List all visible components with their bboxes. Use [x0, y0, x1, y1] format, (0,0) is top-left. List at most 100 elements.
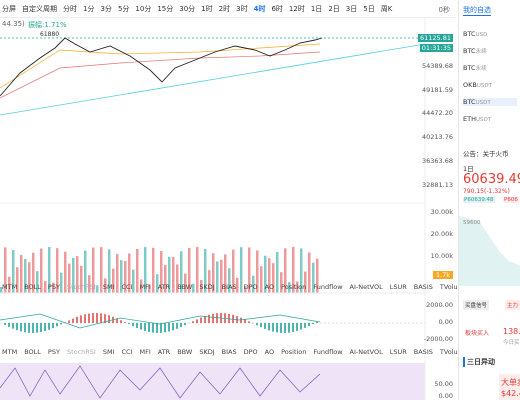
watchlist-row[interactable]: ETHUSDT [463, 115, 517, 123]
indicator-tab[interactable]: BASIS [413, 348, 433, 356]
bar [104, 314, 106, 323]
indicator-tab[interactable]: LSUR [389, 283, 407, 291]
bar [292, 247, 295, 293]
notice[interactable]: 公告：关于火币 [463, 150, 509, 158]
indicator-tab[interactable]: Fundflow [313, 283, 343, 291]
indicator-tab[interactable]: BIAS [221, 283, 237, 291]
indicator-tab[interactable]: AO [264, 283, 275, 291]
indicator-tab[interactable]: BBW [177, 348, 193, 356]
period-button[interactable]: 1分 [83, 4, 95, 13]
period-button[interactable]: 自定义周期 [22, 4, 57, 13]
indicator-tab[interactable]: BIAS [221, 348, 237, 356]
indicator-tab[interactable]: PSY [47, 348, 60, 356]
bar [228, 268, 231, 293]
indicator-tab[interactable]: MTM [2, 283, 18, 291]
indicator-tab[interactable]: Fundflow [313, 348, 343, 356]
period-button[interactable]: 1时 [201, 4, 213, 13]
indicator-tab[interactable]: StochRSI [66, 348, 96, 356]
bar [152, 323, 154, 333]
period-button[interactable]: 2日 [328, 4, 340, 13]
bar [20, 255, 23, 293]
indicator-tab[interactable]: TVolume [439, 283, 469, 291]
bar [112, 268, 115, 293]
bar [304, 271, 307, 293]
signal[interactable]: 买盘信号 [463, 300, 490, 310]
period-button[interactable]: 12时 [288, 4, 305, 13]
info: 44.35) [2, 20, 25, 28]
watchlist-row[interactable]: BTCUSDT [463, 98, 517, 106]
period-button[interactable]: 4时 [253, 4, 266, 13]
bar [260, 266, 263, 293]
indicator-tab[interactable]: MFI [139, 283, 151, 291]
bar [300, 248, 303, 293]
bar [284, 248, 287, 293]
volume-bars [0, 247, 319, 293]
indicator-tab[interactable]: Position [281, 348, 307, 356]
period-button[interactable]: 5分 [117, 4, 130, 13]
indicator-tab[interactable]: DPO [243, 348, 258, 356]
indicator-tab[interactable]: CCI [121, 283, 133, 291]
bar [80, 315, 82, 323]
bar [4, 247, 7, 293]
indicator-tab[interactable]: StochRSI [66, 283, 96, 291]
bar [316, 322, 318, 323]
indicator-tab[interactable]: AI-NetVOL [349, 283, 383, 291]
period-button[interactable]: 3分 [100, 4, 112, 13]
symbol: BTC [463, 47, 476, 55]
period-button[interactable]: 10分 [135, 4, 152, 13]
period-button[interactable]: 5日 [363, 4, 375, 13]
change: 790.15(-1.32%) [463, 188, 510, 195]
indicator-tab[interactable]: ATR [157, 348, 171, 356]
period-button[interactable]: 3日 [345, 4, 358, 13]
indicator-tab[interactable]: BBW [177, 283, 193, 291]
period[interactable]: 1日 [463, 165, 474, 173]
bar [120, 320, 122, 323]
indicator-tab[interactable]: SMI [102, 348, 115, 356]
bar [292, 323, 294, 332]
indicator-tab[interactable]: PSY [47, 283, 60, 291]
indicator-tab[interactable]: SMI [102, 283, 115, 291]
bar [164, 264, 167, 293]
bar [208, 314, 210, 323]
indicator-tab[interactable]: AO [264, 348, 275, 356]
indicator-tab[interactable]: AI-NetVOL [349, 348, 383, 356]
indicator-tab[interactable]: MTM [2, 348, 18, 356]
signal[interactable]: 主力 [505, 300, 520, 310]
indicator-tab[interactable]: LSUR [389, 348, 407, 356]
sidebar-tab[interactable]: 我的自选 [463, 6, 491, 16]
watchlist-row[interactable]: BTC永续 [463, 47, 517, 55]
period-button[interactable]: 1日 [310, 4, 323, 13]
bar [156, 274, 159, 293]
period-button[interactable]: 分屏 [2, 4, 16, 13]
period-button[interactable]: 15分 [157, 4, 174, 13]
bar [248, 247, 251, 293]
bar [300, 323, 302, 330]
macd-line [0, 313, 321, 329]
bar [56, 323, 58, 327]
indicator-tab[interactable]: CCI [121, 348, 133, 356]
rsi-line [0, 365, 321, 399]
indicator-tab[interactable]: MFI [139, 348, 151, 356]
indicator-tab[interactable]: DPO [243, 283, 258, 291]
period-button[interactable]: 30分 [179, 4, 196, 13]
trend-line [0, 43, 426, 116]
watchlist-row[interactable]: BTC永续 [463, 64, 517, 72]
period-button[interactable]: 2时 [218, 4, 231, 13]
period-button[interactable]: 3时 [236, 4, 248, 13]
bar [200, 317, 202, 323]
bar [188, 247, 191, 293]
indicator-tab[interactable]: SKDJ [199, 348, 215, 356]
period-button[interactable]: 6时 [271, 4, 283, 13]
indicator-tab[interactable]: BOLL [24, 348, 41, 356]
indicator-tab[interactable]: Position [281, 283, 307, 291]
watchlist-row[interactable]: BTCUSD [463, 30, 517, 38]
period-button[interactable]: 分时 [63, 4, 77, 13]
watchlist-row[interactable]: OKBUSDT [463, 81, 517, 89]
indicator-tab[interactable]: ATR [157, 283, 171, 291]
bar [288, 282, 291, 293]
indicator-tab[interactable]: SKDJ [199, 283, 215, 291]
period-button[interactable]: 周K [380, 4, 393, 13]
indicator-tab[interactable]: BOLL [24, 283, 41, 291]
indicator-tab[interactable]: BASIS [413, 283, 433, 291]
indicator-tab[interactable]: TVolume [439, 348, 469, 356]
